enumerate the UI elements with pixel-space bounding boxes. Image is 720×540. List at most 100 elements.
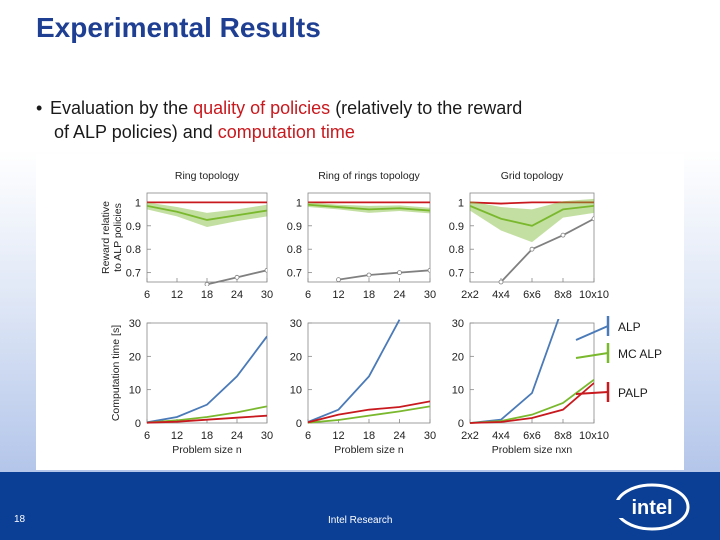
x-tick-label: 24 [393,289,405,301]
series-line-palp [470,382,594,424]
chart-title: Ring of rings topology [318,170,420,182]
data-point [234,274,240,280]
data-point [366,272,372,278]
legend-pointer [575,352,609,359]
plot-area [307,192,431,283]
series-group [308,319,430,424]
bullet-point: • Evaluation by the quality of policies (… [36,96,686,144]
data-point [336,277,341,283]
x-tick-label: 4x4 [492,430,510,442]
series-line-alp [308,319,401,423]
bullet-text-1: Evaluation by the [50,98,194,118]
y-tick-label: 20 [290,351,302,363]
x-axis-label: Problem size n [172,444,242,456]
x-tick-label: 30 [424,430,436,442]
series-line-mc-alp [308,203,430,212]
chart-5: 30 20 10 06 12 18 24 30 Problem size n [290,318,436,456]
data-point [529,246,535,252]
y-tick-label: 0.9 [449,221,464,233]
x-tick-label: 30 [261,289,273,301]
x-tick-label: 2x2 [461,430,479,442]
x-tick-label: 6 [144,289,150,301]
y-tick-label: 1 [296,197,302,209]
y-tick-label: 20 [129,351,141,363]
chart-1: Ring topology 1 0.9 0.8 0.76 12 18 24 30 Reward r… [100,170,273,301]
bullet-text-2: (relatively to the reward [330,98,523,118]
legend-pointer [575,391,609,395]
y-tick-label: 0 [135,418,141,430]
logo-text: intel [631,497,672,519]
y-axis-label: to ALP policies [112,203,124,272]
slide-title: Experimental Results [36,12,321,43]
footer-bar [0,472,720,540]
y-tick-label: 0.9 [126,221,141,233]
x-tick-label: 6x6 [523,289,541,301]
y-tick-label: 10 [129,385,141,397]
legend: ALP MC ALP PALP [575,316,662,402]
data-point [204,281,210,286]
chart-4: 30 20 10 06 12 18 24 30 Problem size n Computatio… [110,318,273,456]
x-tick-label: 12 [332,289,344,301]
plot-area [469,322,595,424]
plot-area [307,322,431,424]
legend-label: PALP [618,386,648,400]
x-axis-label: Problem size n [334,444,404,456]
x-tick-label: 12 [332,430,344,442]
series-group [470,319,594,424]
x-tick-label: 18 [201,430,213,442]
y-tick-label: 30 [129,318,141,330]
x-tick-label: 8x8 [554,430,572,442]
series-line-palp [147,414,267,424]
series-band-mc-alp [308,202,430,214]
series-line-palp [500,217,594,283]
series-line-mc-alp [308,405,430,424]
chart-2: Ring of rings topology 1 0.9 0.8 0.76 12 18 24 3… [287,170,436,301]
chart-title: Grid topology [501,170,564,182]
x-tick-label: 24 [231,430,243,442]
y-tick-label: 0.8 [126,244,141,256]
y-tick-label: 0.7 [449,268,464,280]
x-tick-label: 10x10 [579,289,609,301]
bullet-highlight-time: computation time [217,122,355,142]
series-group [308,201,430,283]
data-point [498,279,504,285]
x-tick-label: 12 [171,430,183,442]
y-axis-label: Computation time [s] [110,325,122,421]
plot-area [146,322,268,424]
slide-number: 18 [14,514,26,525]
x-tick-label: 30 [261,430,273,442]
y-tick-label: 0.8 [287,244,302,256]
x-tick-label: 6 [305,289,311,301]
x-tick-label: 24 [393,430,405,442]
data-point [264,267,267,273]
y-tick-label: 0 [296,418,302,430]
legend-label: MC ALP [618,347,662,361]
x-axis-label: Problem size nxn [492,444,573,456]
legend-pointer [575,325,609,341]
x-tick-label: 6 [305,430,311,442]
series-group [147,335,267,424]
y-tick-label: 0.8 [449,244,464,256]
intel-logo: intel [612,483,690,531]
data-point [591,216,594,222]
series-band-mc-alp [147,202,267,227]
y-tick-label: 10 [452,385,464,397]
x-tick-label: 6 [144,430,150,442]
x-tick-label: 30 [424,289,436,301]
x-tick-label: 4x4 [492,289,510,301]
data-point [397,270,402,276]
series-line-palp [338,269,430,281]
x-tick-label: 18 [363,430,375,442]
chart-3: Grid topology 1 0.9 0.8 0.7 2x2 4x4 6x6 8x8 10x10 [449,170,609,301]
y-tick-label: 30 [290,318,302,330]
series-group [147,201,267,286]
y-tick-label: 0.7 [287,268,302,280]
y-tick-label: 0.9 [287,221,302,233]
y-tick-label: 0.7 [126,268,141,280]
logo-swoosh-gap [612,500,628,518]
y-tick-label: 1 [135,197,141,209]
x-tick-label: 18 [363,289,375,301]
series-line-alp [147,335,267,424]
x-tick-label: 18 [201,289,213,301]
